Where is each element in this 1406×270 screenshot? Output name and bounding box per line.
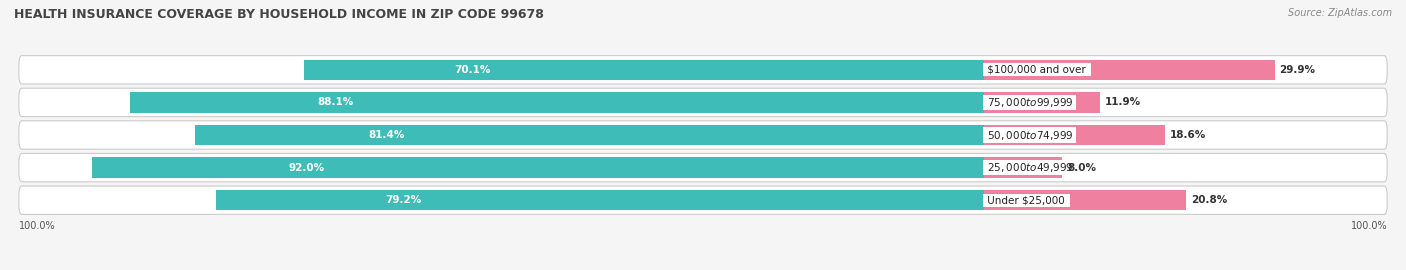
Text: 81.4%: 81.4% bbox=[368, 130, 405, 140]
Bar bbox=[304, 60, 984, 80]
FancyBboxPatch shape bbox=[18, 153, 1388, 182]
Text: 20.8%: 20.8% bbox=[1191, 195, 1227, 205]
Text: HEALTH INSURANCE COVERAGE BY HOUSEHOLD INCOME IN ZIP CODE 99678: HEALTH INSURANCE COVERAGE BY HOUSEHOLD I… bbox=[14, 8, 544, 21]
Text: 100.0%: 100.0% bbox=[1351, 221, 1388, 231]
Text: Under $25,000: Under $25,000 bbox=[984, 195, 1069, 205]
FancyBboxPatch shape bbox=[18, 186, 1388, 214]
Text: 11.9%: 11.9% bbox=[1105, 97, 1140, 107]
Text: 88.1%: 88.1% bbox=[318, 97, 354, 107]
Bar bbox=[129, 92, 984, 113]
FancyBboxPatch shape bbox=[18, 121, 1388, 149]
Text: $50,000 to $74,999: $50,000 to $74,999 bbox=[984, 129, 1074, 141]
Bar bbox=[217, 190, 984, 210]
Text: 8.0%: 8.0% bbox=[1067, 163, 1095, 173]
Text: 100.0%: 100.0% bbox=[18, 221, 55, 231]
Bar bbox=[91, 157, 984, 178]
Text: 79.2%: 79.2% bbox=[385, 195, 422, 205]
Text: 29.9%: 29.9% bbox=[1279, 65, 1316, 75]
Bar bbox=[984, 190, 1187, 210]
Text: 70.1%: 70.1% bbox=[454, 65, 491, 75]
FancyBboxPatch shape bbox=[18, 88, 1388, 117]
Bar bbox=[984, 60, 1274, 80]
Text: 92.0%: 92.0% bbox=[288, 163, 325, 173]
Bar bbox=[984, 125, 1166, 145]
Text: Source: ZipAtlas.com: Source: ZipAtlas.com bbox=[1288, 8, 1392, 18]
Text: $75,000 to $99,999: $75,000 to $99,999 bbox=[984, 96, 1074, 109]
Text: $100,000 and over: $100,000 and over bbox=[984, 65, 1090, 75]
FancyBboxPatch shape bbox=[18, 56, 1388, 84]
Bar bbox=[984, 92, 1099, 113]
Text: 18.6%: 18.6% bbox=[1170, 130, 1206, 140]
Bar bbox=[194, 125, 984, 145]
Bar bbox=[984, 157, 1062, 178]
Text: $25,000 to $49,999: $25,000 to $49,999 bbox=[984, 161, 1074, 174]
